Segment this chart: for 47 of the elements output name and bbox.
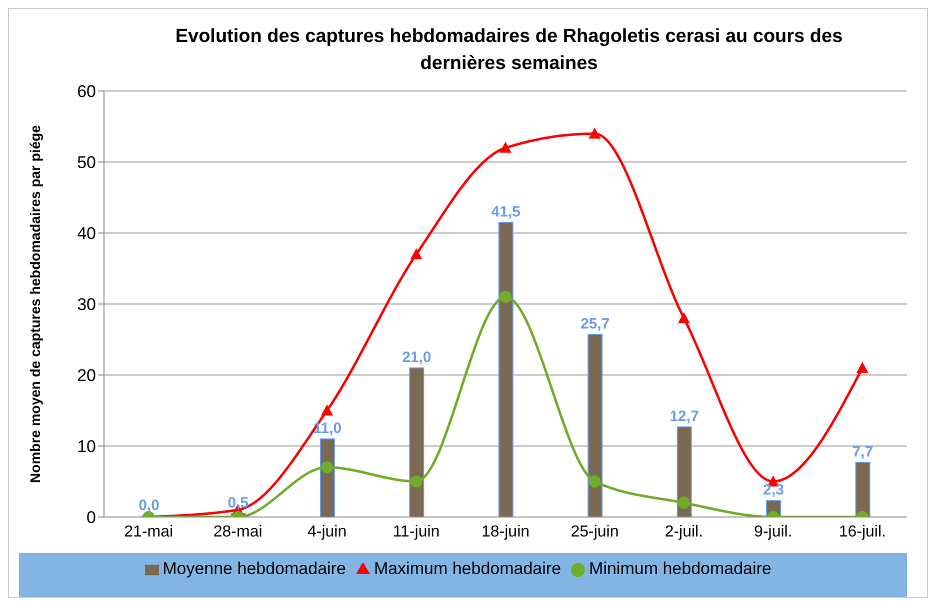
y-tick-label: 30 xyxy=(77,295,96,314)
data-label: 21,0 xyxy=(402,348,432,366)
y-tick-label: 60 xyxy=(77,82,96,102)
point xyxy=(410,248,422,260)
legend-label: Moyenne hebdomadaire xyxy=(162,559,346,578)
bar xyxy=(320,438,335,517)
data-label: 0,5 xyxy=(228,494,249,512)
x-tick-label: 21-mai xyxy=(124,523,174,540)
point xyxy=(321,461,334,474)
x-tick-label: 11-juin xyxy=(392,523,440,540)
x-tick-label: 2-juil. xyxy=(664,523,704,540)
point xyxy=(588,128,601,139)
x-tick-label: 9-juil. xyxy=(754,523,792,540)
legend-label: Maximum hebdomadaire xyxy=(374,559,562,578)
y-tick-label: 50 xyxy=(77,153,96,172)
data-label: 11,0 xyxy=(313,420,342,437)
y-tick-label: 10 xyxy=(77,437,96,456)
point xyxy=(588,476,601,488)
x-tick-label: 16-juil. xyxy=(838,523,886,540)
x-tick-label: 18-juin xyxy=(481,523,530,540)
bar xyxy=(498,222,514,517)
x-tick-label: 4-juin xyxy=(307,523,347,540)
data-label: 7,7 xyxy=(852,443,874,460)
point xyxy=(678,496,690,509)
chart-title: Evolution des captures hebdomadaires de Rhagoletis cerasi au cours des dernières semaines xyxy=(174,25,844,76)
point xyxy=(321,404,334,416)
point xyxy=(678,312,690,324)
bar xyxy=(676,426,692,517)
point xyxy=(500,290,512,303)
legend-label: Minimum hebdomadaire xyxy=(589,559,772,578)
data-label: 12,7 xyxy=(670,408,699,425)
y-tick-label: 20 xyxy=(77,366,96,386)
data-label: 0,0 xyxy=(138,497,160,514)
bar xyxy=(588,334,603,517)
data-label: 41,5 xyxy=(491,203,520,220)
point xyxy=(856,362,868,373)
bar xyxy=(855,462,870,517)
point xyxy=(410,476,422,488)
data-label: 2,3 xyxy=(763,482,784,499)
y-tick-label: 40 xyxy=(77,224,96,244)
data-label: 25,7 xyxy=(580,316,610,333)
point xyxy=(500,142,512,153)
x-tick-label: 25-juin xyxy=(570,523,619,540)
bar xyxy=(409,367,424,517)
y-axis-title: Nombre moyen de captures hebdomadaires par piége xyxy=(26,124,43,483)
y-tick-label: 0 xyxy=(86,508,96,528)
x-tick-label: 28-mai xyxy=(213,523,262,540)
